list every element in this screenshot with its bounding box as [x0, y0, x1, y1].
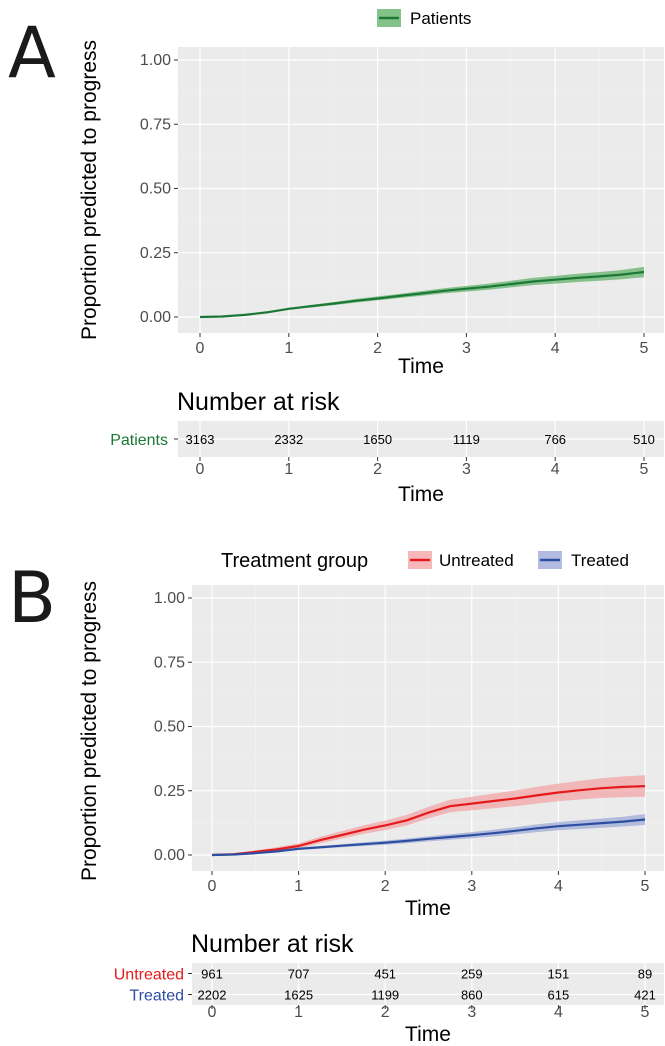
legend-label-treated: Treated	[571, 551, 629, 570]
y-axis-title-b: Proportion predicted to progress	[78, 581, 101, 881]
x-tick-label: 3	[467, 878, 476, 895]
x-tick-label: 3	[462, 340, 471, 357]
risk-value-treated: 860	[461, 988, 483, 1003]
series-line-untreated	[211, 785, 646, 857]
risk-x-axis-title-a: Time	[398, 483, 444, 506]
risk-x-tick-label: 2	[381, 1004, 390, 1021]
plot-area-a	[178, 47, 664, 333]
risk-value-treated: 421	[634, 988, 656, 1003]
risk-value-patients: 1119	[453, 432, 480, 447]
grid-a	[178, 47, 664, 333]
risk-value-untreated: 151	[548, 967, 570, 982]
risk-table-title-a: Number at risk	[177, 388, 340, 416]
risk-value-patients: 1650	[363, 432, 392, 447]
series-b	[211, 775, 646, 857]
x-axis-title-b: Time	[405, 897, 451, 920]
risk-table-a: 0 1 2 3 4 5 Patients 3163 2332 1650 1119 766 510	[110, 421, 664, 478]
x-tick-label: 0	[208, 878, 217, 895]
risk-value-treated: 1199	[371, 988, 399, 1003]
series-a	[199, 266, 645, 319]
y-axis-title-a: Proportion predicted to progress	[78, 40, 101, 340]
x-tick-label: 5	[641, 878, 650, 895]
risk-value-patients: 2332	[274, 432, 303, 447]
risk-x-tick-label: 4	[551, 461, 560, 478]
risk-value-patients: 766	[544, 432, 566, 447]
risk-value-untreated: 961	[201, 967, 223, 982]
legend-b: Treatment group Untreated Treated	[221, 550, 629, 572]
panel-letter-a: A	[8, 12, 56, 94]
risk-value-untreated: 451	[374, 967, 396, 982]
risk-value-patients: 3163	[186, 432, 215, 447]
x-tick-label: 5	[640, 340, 649, 357]
risk-x-tick-label: 5	[641, 1004, 650, 1021]
y-tick-label: 0.50	[154, 719, 185, 736]
risk-table-b: 0 1 2 3 4 5 Untreated 961 707 451 259 151 89 Treated 2…	[114, 963, 664, 1021]
legend-title-b: Treatment group	[221, 550, 368, 572]
risk-table-area-b	[192, 963, 664, 1005]
y-tick-label: 0.00	[140, 309, 171, 326]
x-tick-label: 2	[373, 340, 382, 357]
risk-x-tick-label: 0	[208, 1004, 217, 1021]
y-tick-label: 0.00	[154, 847, 185, 864]
series-line-patients	[199, 270, 645, 319]
x-tick-label: 0	[196, 340, 205, 357]
y-tick-label: 0.75	[154, 654, 185, 671]
risk-x-axis-title-b: Time	[405, 1023, 451, 1046]
risk-value-treated: 2202	[198, 988, 227, 1003]
risk-x-tick-label: 2	[373, 461, 382, 478]
risk-value-treated: 1625	[284, 988, 313, 1003]
panel-letter-b: B	[8, 557, 56, 639]
risk-x-tick-label: 1	[284, 461, 293, 478]
x-tick-label: 4	[554, 878, 563, 895]
risk-value-untreated: 707	[288, 967, 310, 982]
axes-a: 0 1 2 3 4 5 0.00 0.25 0.50 0.75 1.00	[140, 52, 649, 357]
risk-table-title-b: Number at risk	[191, 930, 354, 958]
legend-a: Patients	[377, 9, 471, 28]
legend-label-patients: Patients	[410, 9, 471, 28]
risk-x-tick-label: 3	[467, 1004, 476, 1021]
axes-b: 0 1 2 3 4 5 0.00 0.25 0.50 0.75 1.00	[154, 590, 650, 895]
y-tick-label: 0.75	[140, 116, 171, 133]
risk-value-patients: 510	[633, 432, 655, 447]
risk-x-tick-label: 1	[294, 1004, 303, 1021]
y-tick-label: 0.25	[154, 783, 185, 800]
series-line-treated	[211, 818, 646, 857]
y-tick-label: 1.00	[154, 590, 185, 607]
risk-x-tick-label: 3	[462, 461, 471, 478]
x-tick-label: 2	[381, 878, 390, 895]
risk-x-tick-label: 5	[640, 461, 649, 478]
x-axis-title-a: Time	[398, 355, 444, 378]
risk-value-treated: 615	[548, 988, 570, 1003]
grid-b	[192, 585, 664, 871]
confidence-band-patients	[200, 266, 644, 317]
legend-label-untreated: Untreated	[439, 551, 514, 570]
risk-value-untreated: 259	[461, 967, 483, 982]
risk-row-label-treated: Treated	[129, 988, 184, 1005]
chart-panel-a: Patients 0 1 2 3 4 5 0.00 0.25 0.50 0.75 1.00 Time…	[78, 9, 664, 506]
risk-x-tick-label: 4	[554, 1004, 563, 1021]
y-tick-label: 0.50	[140, 181, 171, 198]
risk-row-label-untreated: Untreated	[114, 967, 184, 984]
x-tick-label: 4	[551, 340, 560, 357]
x-tick-label: 1	[294, 878, 303, 895]
x-tick-label: 1	[284, 340, 293, 357]
y-tick-label: 0.25	[140, 245, 171, 262]
y-tick-label: 1.00	[140, 52, 171, 69]
risk-row-label-patients: Patients	[110, 432, 168, 449]
risk-value-untreated: 89	[638, 967, 652, 982]
risk-x-tick-label: 0	[196, 461, 205, 478]
